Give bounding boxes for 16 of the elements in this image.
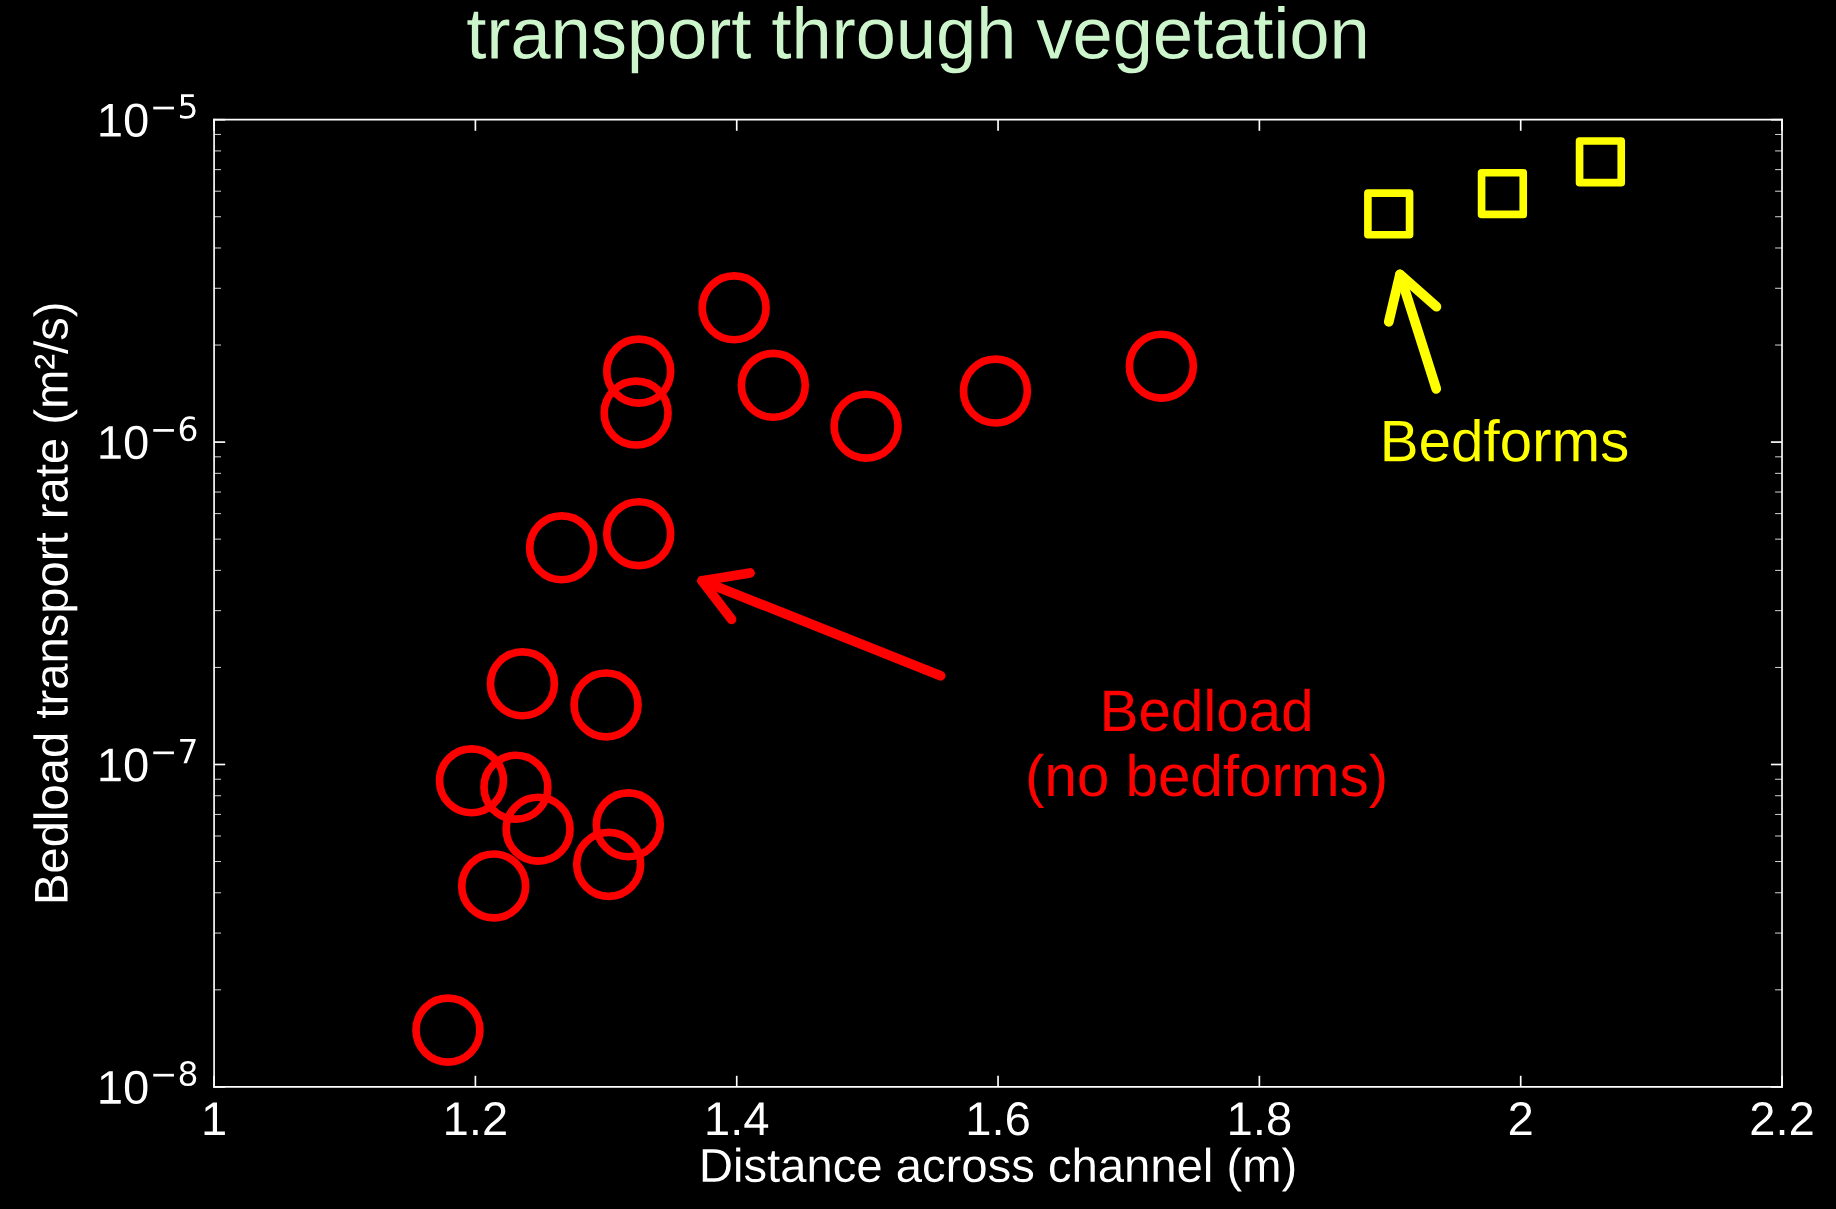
y-tick-label: 10$^{−7}$	[100, 739, 196, 782]
x-tick-label: 1.6	[968, 1102, 1029, 1136]
x-tick-label: 2	[1509, 1102, 1532, 1135]
x-tick-label: 1	[204, 1102, 225, 1135]
y-tick-label: 10$^{−6}$	[100, 416, 197, 460]
annotation: Bedload (no bedforms)	[1028, 688, 1385, 809]
x-tick-label: 1.8	[1230, 1102, 1291, 1136]
x-tick-label: 2.2	[1751, 1102, 1813, 1135]
x-tick-label: 1.2	[446, 1102, 506, 1135]
y-axis-title: Bedload transport rate (m²/s)	[33, 304, 78, 902]
annotation: Bedforms	[1384, 418, 1628, 462]
x-axis-title: Distance across channel (m)	[702, 1147, 1295, 1192]
y-tick-label: 10$^{−8}$	[100, 1061, 197, 1105]
chart-title: transport through vegetation	[467, 6, 1366, 74]
y-tick-label: 10$^{−5}$	[100, 94, 196, 137]
x-tick-label: 1.4	[707, 1102, 769, 1135]
